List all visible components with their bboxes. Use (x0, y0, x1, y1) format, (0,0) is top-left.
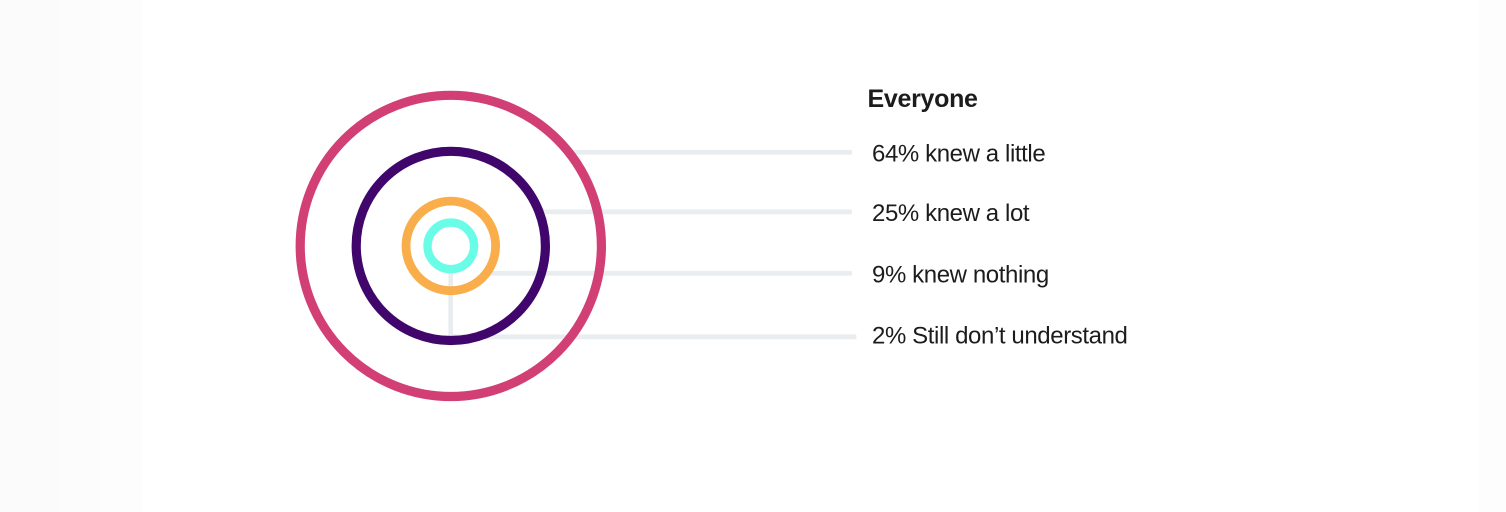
svg-text:9% knew nothing: 9% knew nothing (872, 262, 1049, 289)
svg-text:2% Still don’t understand: 2% Still don’t understand (872, 323, 1128, 350)
svg-text:25% knew a lot: 25% knew a lot (872, 200, 1030, 227)
svg-text:64% knew a little: 64% knew a little (872, 141, 1045, 168)
svg-text:Everyone: Everyone (868, 85, 979, 113)
